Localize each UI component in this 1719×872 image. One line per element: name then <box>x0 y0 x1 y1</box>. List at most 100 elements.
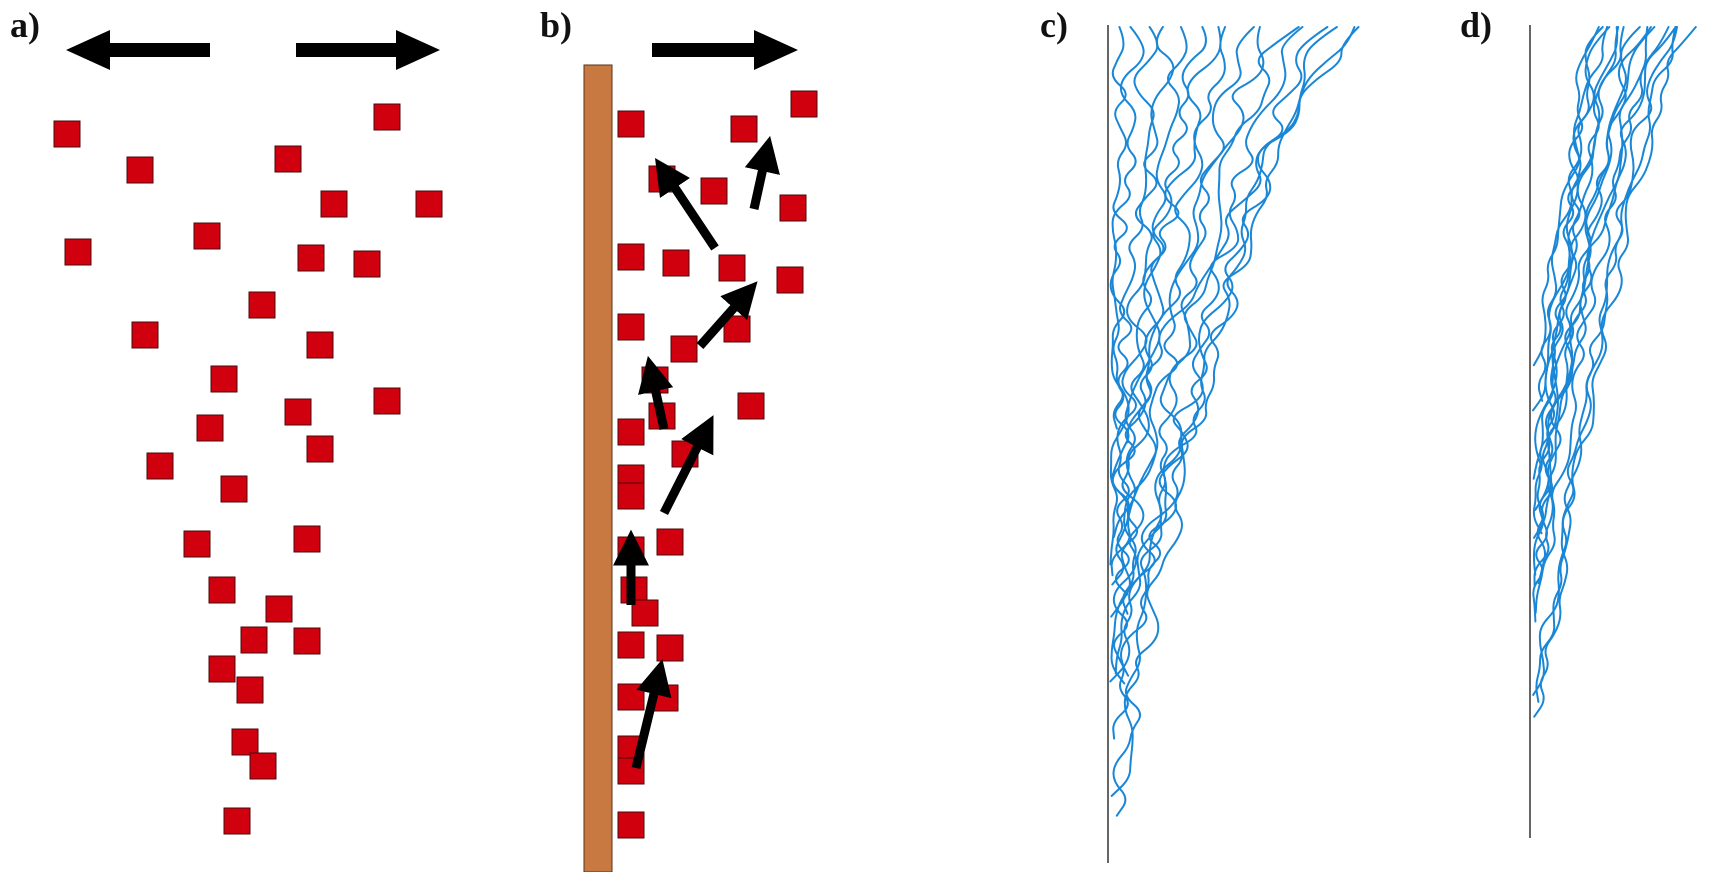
panel-b-motion-arrows <box>613 135 780 770</box>
right-arrow-icon <box>296 30 440 70</box>
panel-c-label: c) <box>1040 5 1068 45</box>
particle <box>662 249 690 277</box>
particle <box>248 291 276 319</box>
trajectory <box>1532 26 1609 367</box>
panel-b: b) <box>540 5 818 872</box>
particle <box>306 435 334 463</box>
particle <box>790 90 818 118</box>
particle <box>293 525 321 553</box>
trajectory <box>1126 26 1360 444</box>
trajectory <box>1532 26 1600 623</box>
particle <box>64 238 92 266</box>
particle <box>208 655 236 683</box>
particle <box>617 631 645 659</box>
trajectory <box>1534 26 1620 464</box>
trajectory <box>1532 26 1677 696</box>
trajectory <box>1109 26 1338 683</box>
panel-d-trajectories <box>1532 26 1697 718</box>
motion-arrow-icon <box>744 135 780 210</box>
particle <box>240 626 268 654</box>
trajectory <box>1114 26 1356 675</box>
particle <box>373 103 401 131</box>
particle <box>274 145 302 173</box>
particle <box>196 414 224 442</box>
particle <box>208 576 236 604</box>
motion-arrow-icon <box>696 281 758 349</box>
trajectory <box>1110 26 1207 577</box>
particle <box>656 634 684 662</box>
trajectory <box>1534 26 1677 511</box>
panel-d: d) <box>1460 5 1697 838</box>
panel-b-particles <box>617 90 818 839</box>
particle <box>617 683 645 711</box>
trajectory <box>1533 26 1697 718</box>
trajectory <box>1112 26 1188 677</box>
panel-a-particles <box>53 103 443 835</box>
motion-arrow-icon <box>659 415 714 516</box>
panel-d-label: d) <box>1460 5 1492 45</box>
particle <box>718 254 746 282</box>
trajectory <box>1533 26 1652 539</box>
particle <box>210 365 238 393</box>
particle <box>656 528 684 556</box>
trajectory <box>1532 26 1656 480</box>
particle <box>631 599 659 627</box>
panel-c: c) <box>1040 5 1360 863</box>
particle <box>223 807 251 835</box>
particle <box>617 243 645 271</box>
particle <box>220 475 248 503</box>
particle <box>415 190 443 218</box>
particle <box>776 266 804 294</box>
particle <box>236 676 264 704</box>
particle <box>617 110 645 138</box>
particle <box>231 728 259 756</box>
particle <box>193 222 221 250</box>
trajectory <box>1109 26 1128 430</box>
motion-arrow-icon <box>655 158 719 251</box>
trajectory <box>1532 26 1619 535</box>
particle <box>284 398 312 426</box>
particle <box>617 418 645 446</box>
trajectory <box>1112 26 1255 817</box>
particle <box>617 313 645 341</box>
particle <box>293 627 321 655</box>
trajectory <box>1110 26 1265 618</box>
trajectory <box>1112 26 1304 740</box>
trajectory <box>1122 26 1227 615</box>
trajectory <box>1110 26 1329 797</box>
panel-a-arrows <box>66 30 440 70</box>
trajectory <box>1535 26 1678 703</box>
motion-arrow-icon <box>638 355 674 430</box>
wall <box>583 64 613 872</box>
particle <box>126 156 154 184</box>
trajectory <box>1534 26 1670 614</box>
motion-arrow-icon <box>631 659 672 770</box>
panel-a-label: a) <box>10 5 40 45</box>
particle <box>306 331 334 359</box>
particle <box>700 177 728 205</box>
trajectory <box>1110 26 1300 685</box>
trajectory <box>1114 26 1175 596</box>
particle <box>146 452 174 480</box>
panel-a: a) <box>10 5 443 835</box>
particle <box>249 752 277 780</box>
particle <box>183 530 211 558</box>
particle <box>779 194 807 222</box>
panel-c-trajectories <box>1109 26 1360 817</box>
particle <box>353 250 381 278</box>
trajectory <box>1537 26 1625 402</box>
panel-b-label: b) <box>540 5 572 45</box>
right-arrow-icon <box>652 30 798 70</box>
particle <box>617 811 645 839</box>
particle <box>265 595 293 623</box>
particle <box>297 244 325 272</box>
particle <box>53 120 81 148</box>
left-arrow-icon <box>66 30 210 70</box>
particle <box>617 482 645 510</box>
particle <box>373 387 401 415</box>
trajectory <box>1533 26 1649 587</box>
particle <box>737 392 765 420</box>
particle <box>670 335 698 363</box>
trajectory <box>1111 26 1222 538</box>
